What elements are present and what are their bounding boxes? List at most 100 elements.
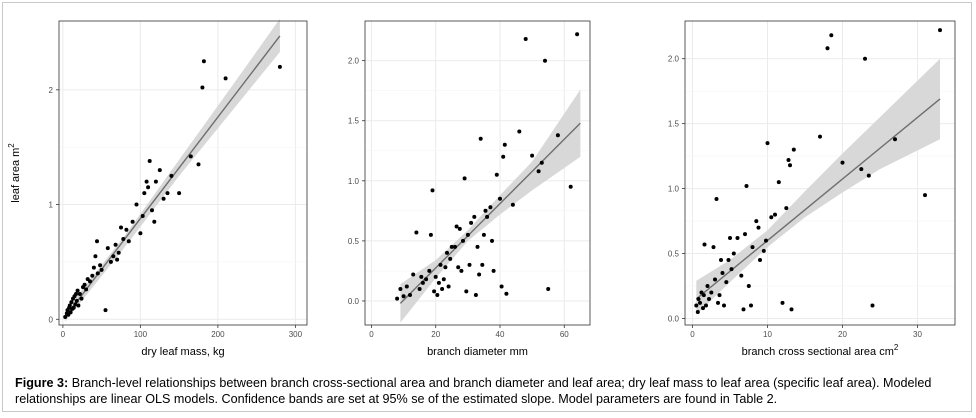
chart-panel-cross-sectional-area: 0 10 20 30 0.0 0.5 1.0 1.5 2.0 branch cross secti…	[668, 20, 956, 358]
data-point	[277, 64, 282, 69]
data-point	[436, 280, 441, 285]
x-tick-label: 20	[431, 330, 440, 339]
data-point	[716, 300, 720, 305]
data-point	[840, 160, 845, 165]
data-point	[786, 158, 791, 162]
x-tick-label: 20	[838, 330, 847, 339]
data-point	[741, 307, 746, 312]
data-point	[523, 37, 528, 41]
data-point	[419, 274, 424, 279]
data-point	[758, 258, 762, 262]
data-point	[79, 296, 84, 301]
data-point	[147, 159, 152, 163]
data-point	[475, 244, 480, 249]
data-point	[432, 289, 437, 294]
data-point	[138, 231, 143, 236]
data-point	[517, 129, 522, 134]
data-point	[433, 274, 438, 279]
data-point	[467, 262, 472, 267]
data-point	[729, 267, 734, 272]
data-point	[575, 32, 580, 37]
data-point	[90, 273, 95, 278]
y-axis-title: leaf area m2	[7, 143, 22, 203]
data-point	[746, 284, 751, 288]
data-point	[111, 254, 116, 259]
data-point	[152, 219, 157, 224]
data-point	[76, 303, 81, 308]
data-point	[456, 265, 461, 270]
data-point	[756, 225, 761, 230]
data-point	[539, 160, 544, 165]
chart-panel-leaf-mass: 0 100 200 300 0 1 2 dry leaf mass, kg leaf area …	[7, 18, 308, 358]
data-point	[731, 251, 736, 256]
data-point	[709, 290, 714, 295]
data-point	[401, 294, 406, 299]
y-tick-label: 1	[49, 201, 54, 210]
data-point	[153, 179, 158, 184]
data-point	[769, 215, 774, 220]
data-point	[411, 272, 416, 277]
data-point	[568, 184, 573, 189]
y-tick-label: 0.5	[348, 237, 360, 246]
y-tick-label: 0.0	[668, 315, 680, 324]
data-point	[530, 153, 535, 158]
data-point	[818, 134, 822, 139]
data-point	[74, 298, 79, 303]
x-tick-label: 10	[763, 330, 772, 339]
data-point	[75, 288, 80, 293]
data-point	[116, 250, 121, 255]
y-tick-label: 1.5	[668, 120, 680, 129]
data-point	[200, 85, 205, 90]
data-point	[105, 246, 110, 251]
x-tick-label: 30	[913, 330, 922, 339]
data-point	[395, 296, 400, 301]
data-point	[462, 176, 467, 181]
y-tick-label: 1.0	[348, 177, 360, 186]
data-point	[938, 28, 942, 33]
data-point	[743, 232, 747, 237]
data-point	[494, 172, 499, 177]
data-point	[142, 191, 147, 196]
data-point	[69, 300, 74, 305]
x-tick-label: 200	[211, 330, 225, 339]
data-point	[714, 197, 719, 201]
data-point	[707, 297, 711, 301]
data-point	[157, 168, 162, 173]
x-axis-title-superscript: 2	[894, 343, 899, 352]
data-point	[169, 173, 174, 178]
data-point	[780, 300, 785, 305]
data-point	[461, 238, 465, 243]
data-point	[722, 303, 726, 308]
data-point	[201, 59, 206, 64]
y-tick-label: 1.0	[668, 185, 680, 194]
data-point	[477, 272, 482, 277]
x-tick-label: 0	[690, 330, 695, 339]
y-tick-label: 0.0	[348, 297, 360, 306]
data-point	[504, 291, 509, 296]
data-point	[95, 239, 99, 244]
data-point	[705, 284, 710, 288]
data-point	[146, 185, 151, 190]
data-point	[140, 214, 145, 218]
data-point	[438, 262, 443, 267]
data-point	[165, 191, 170, 196]
x-tick-label: 0	[369, 330, 374, 339]
y-tick-label: 0.5	[668, 250, 680, 259]
data-point	[177, 191, 182, 196]
data-point	[713, 277, 717, 282]
data-point	[726, 258, 731, 262]
x-axis-title: dry leaf mass, kg	[141, 346, 224, 358]
data-point	[457, 226, 462, 231]
data-point	[417, 287, 422, 291]
data-point	[453, 244, 457, 249]
data-point	[696, 297, 701, 301]
x-tick-label: 100	[134, 330, 148, 339]
data-point	[161, 196, 166, 201]
data-point	[472, 214, 477, 219]
data-point	[510, 202, 515, 207]
data-point	[543, 58, 547, 63]
data-point	[427, 268, 432, 273]
data-point	[859, 167, 864, 172]
data-point	[870, 303, 875, 308]
